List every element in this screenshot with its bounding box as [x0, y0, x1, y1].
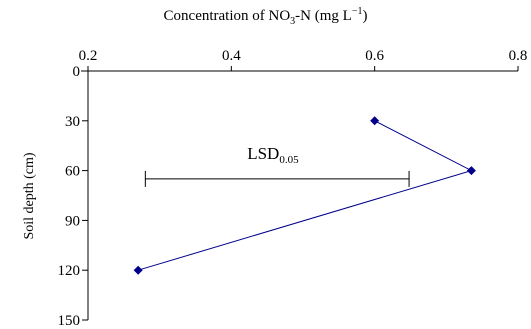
- x-tick-label: 0.2: [79, 48, 98, 64]
- data-point-marker: [466, 166, 476, 176]
- x-axis-title-text: Concentration of NO3-N (mg L−1): [163, 6, 368, 27]
- x-tick-label: 0.8: [509, 48, 528, 64]
- lsd-label-main: LSD: [247, 144, 279, 163]
- data-point-marker: [133, 265, 143, 275]
- y-tick-label: 30: [65, 114, 80, 130]
- y-tick-label: 60: [65, 164, 80, 180]
- x-tick-label: 0.6: [365, 48, 384, 64]
- y-tick-label: 150: [58, 313, 81, 329]
- y-axis-label: Soil depth (cm): [22, 152, 37, 239]
- x-tick-label: 0.4: [222, 48, 241, 64]
- lsd-bar: LSD0.05: [144, 144, 410, 187]
- x-ticks: 0.2 0.4 0.6 0.8: [79, 48, 528, 71]
- lsd-label-sub: 0.05: [279, 154, 299, 166]
- y-ticks: 0 30 60 90 120 150: [58, 64, 88, 329]
- y-tick-label: 90: [65, 213, 80, 229]
- series-group: [133, 116, 476, 275]
- series-line: [138, 120, 473, 271]
- data-point-marker: [370, 116, 380, 126]
- lsd-label: LSD0.05: [247, 144, 299, 166]
- y-tick-label: 0: [73, 64, 81, 80]
- y-tick-label: 120: [58, 263, 81, 279]
- x-axis-title: Concentration of NO3-N (mg L−1): [0, 6, 531, 27]
